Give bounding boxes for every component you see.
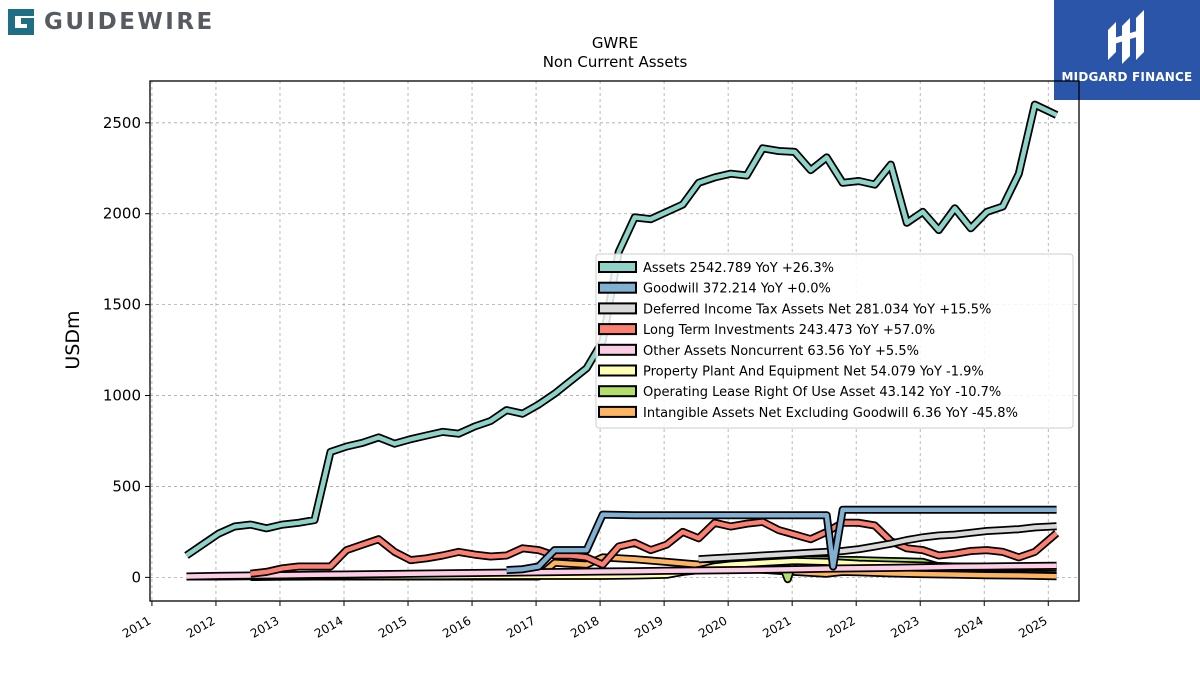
y-tick-label: 500 <box>112 477 141 495</box>
x-tick-label: 2018 <box>568 613 601 640</box>
legend-swatch <box>598 364 637 377</box>
legend-swatch <box>598 323 637 336</box>
series-line-deferred-income-tax-assets-net <box>698 524 1057 562</box>
midgard-finance-badge: MIDGARD FINANCE <box>1054 0 1200 100</box>
series-line-other-assets-noncurrent <box>186 563 1057 579</box>
plot-frame <box>149 80 1080 602</box>
brand-name: GUIDEWIRE <box>44 9 215 35</box>
y-tick-label: 2000 <box>103 205 141 223</box>
legend-swatch <box>598 261 637 273</box>
badge-name: MIDGARD FINANCE <box>1061 70 1193 84</box>
chart-subtitle: Non Current Assets <box>543 53 688 71</box>
x-tick-label: 2017 <box>504 613 537 640</box>
legend-swatch <box>598 343 637 356</box>
x-tick-label: 2022 <box>824 613 857 640</box>
x-tick-label: 2021 <box>760 613 793 640</box>
legend-swatch <box>598 385 637 398</box>
y-axis: 0 500 1000 1500 2000 2500 <box>103 114 150 586</box>
legend-entry: Long Term Investments 243.473 YoY +57.0% <box>643 323 935 338</box>
midgard-logo-icon <box>1108 10 1144 64</box>
y-tick-label: 1000 <box>103 387 141 405</box>
x-tick-label: 2024 <box>952 613 985 640</box>
series-line-goodwill <box>506 507 1057 573</box>
x-tick-label: 2012 <box>184 613 217 640</box>
y-tick-label: 0 <box>131 568 141 586</box>
y-tick-label: 1500 <box>103 296 141 314</box>
x-tick-label: 2015 <box>376 613 409 640</box>
legend-entry: Goodwill 372.214 YoY +0.0% <box>643 282 831 297</box>
series-line-long-term-investments <box>250 519 1059 576</box>
y-tick-label: 2500 <box>103 114 141 132</box>
x-tick-label: 2013 <box>248 613 281 640</box>
legend-entry: Intangible Assets Net Excluding Goodwill… <box>643 406 1018 421</box>
guidewire-logo-icon <box>8 9 34 35</box>
series-line-assets <box>185 102 1058 558</box>
x-axis: 2011 2012 2013 2014 2015 2016 2017 2018 2019 2020… <box>120 601 1050 641</box>
legend-entry: Operating Lease Right Of Use Asset 43.14… <box>643 385 1001 400</box>
x-tick-label: 2016 <box>440 613 473 640</box>
guidewire-brand: GUIDEWIRE <box>6 6 215 38</box>
legend-swatch <box>598 405 637 418</box>
x-tick-label: 2025 <box>1016 613 1049 640</box>
legend-entry: Assets 2542.789 YoY +26.3% <box>643 261 834 276</box>
x-tick-label: 2014 <box>312 613 345 640</box>
legend-box <box>595 253 1074 429</box>
x-tick-label: 2023 <box>888 613 921 640</box>
legend: Assets 2542.789 YoY +26.3% Goodwill 372.2… <box>595 253 1074 429</box>
y-axis-label: USDm <box>62 310 84 369</box>
legend-swatch <box>598 281 637 294</box>
legend-swatch <box>598 302 637 315</box>
legend-entry: Deferred Income Tax Assets Net 281.034 Y… <box>643 302 991 317</box>
series-lines <box>184 100 1060 584</box>
x-tick-label: 2019 <box>632 613 665 640</box>
x-tick-label: 2011 <box>120 613 153 640</box>
legend-entry: Other Assets Noncurrent 63.56 YoY +5.5% <box>643 344 919 359</box>
chart-title: GWRE <box>592 34 638 52</box>
x-tick-label: 2020 <box>696 613 729 640</box>
legend-entry: Property Plant And Equipment Net 54.079 … <box>643 365 984 380</box>
